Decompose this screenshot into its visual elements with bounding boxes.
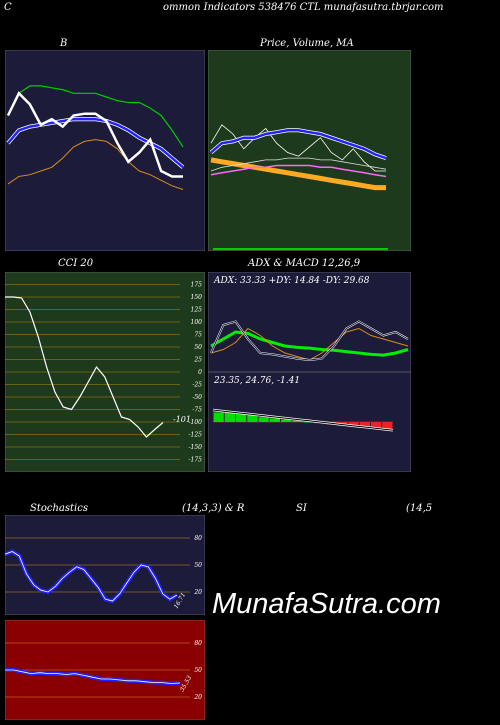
cci-tick-label: -100 bbox=[189, 419, 203, 426]
rsi-tick-label: 80 bbox=[194, 640, 202, 647]
bollinger-upper-band bbox=[7, 85, 184, 148]
macd-histogram-bar bbox=[269, 418, 280, 422]
macd-histogram-bar bbox=[371, 422, 382, 428]
rsi-title: SI bbox=[296, 503, 307, 514]
cci-tick-label: 100 bbox=[191, 319, 203, 326]
macd-histogram-bar bbox=[348, 422, 359, 427]
stochastics-title: Stochastics bbox=[30, 503, 88, 514]
cci-tick-label: 50 bbox=[194, 344, 202, 351]
rsi-params: (14,5 bbox=[406, 503, 433, 514]
cci-chart: 175 150 125 100 75 50 25 0 -25 -50 -75 -100 -125 -150… bbox=[5, 272, 205, 472]
bollinger-chart bbox=[5, 50, 205, 251]
stochastics-tick-label: 80 bbox=[194, 535, 202, 542]
cci-tick-label: 125 bbox=[191, 307, 203, 314]
cci-tick-label: -25 bbox=[192, 382, 202, 389]
cci-tick-label: 75 bbox=[194, 332, 202, 339]
macd-label: 23.35, 24.76, -1.41 bbox=[213, 376, 300, 386]
cci-line bbox=[5, 296, 164, 438]
adx-macd-title: ADX & MACD 12,26,9 bbox=[248, 258, 361, 269]
macd-histogram-bar bbox=[258, 417, 269, 422]
ma-orange bbox=[210, 157, 386, 191]
stochastics-tick-label: 20 bbox=[193, 589, 202, 596]
macd-histogram-bar bbox=[224, 412, 235, 422]
bollinger-middle-band bbox=[7, 117, 184, 169]
cci-tick-label: -175 bbox=[189, 457, 203, 464]
macd-signal-line bbox=[212, 409, 394, 431]
stochastics-line-highlight bbox=[5, 551, 178, 602]
stochastics-params: (14,3,3) & R bbox=[182, 503, 245, 514]
cci-tick-label: 150 bbox=[191, 294, 203, 301]
watermark: MunafaSutra.com bbox=[212, 588, 441, 620]
price-ma-title: Price, Volume, MA bbox=[260, 38, 354, 49]
cci-tick-label: -75 bbox=[192, 407, 202, 414]
cci-tick-label: 25 bbox=[193, 357, 202, 364]
macd-histogram-bar bbox=[213, 412, 224, 422]
rsi-line-highlight bbox=[5, 669, 181, 684]
macd-histogram-bar bbox=[303, 422, 314, 423]
cci-tick-label: -150 bbox=[189, 444, 203, 451]
bollinger-price-line bbox=[6, 91, 183, 178]
price-ma-chart bbox=[208, 50, 411, 251]
adx-label: ADX: 33.33 +DY: 14.84 -DY: 29.68 bbox=[213, 276, 370, 286]
ma-blue bbox=[210, 129, 387, 160]
cci-tick-label: 175 bbox=[191, 282, 203, 289]
rsi-tick-label: 50 bbox=[194, 667, 202, 674]
rsi-tick-label: 20 bbox=[193, 694, 202, 701]
price-line bbox=[210, 124, 386, 172]
cci-last-value: -101 bbox=[173, 415, 191, 424]
macd-histogram-bar bbox=[382, 422, 393, 430]
bollinger-lower-band bbox=[7, 139, 184, 190]
macd-histogram-bar bbox=[236, 413, 247, 422]
bollinger-title: B bbox=[60, 38, 68, 49]
ma-pink bbox=[210, 164, 387, 178]
cci-tick-label: -125 bbox=[189, 432, 203, 439]
cci-tick-label: -50 bbox=[192, 394, 202, 401]
ma-grey bbox=[210, 157, 387, 172]
minus-di-line bbox=[210, 320, 409, 361]
adx-chart: ADX: 33.33 +DY: 14.84 -DY: 29.68 bbox=[208, 272, 411, 372]
cci-title: CCI 20 bbox=[58, 258, 94, 269]
cci-tick-label: 0 bbox=[198, 369, 202, 376]
macd-chart: 23.35, 24.76, -1.41 bbox=[208, 372, 411, 472]
macd-histogram-bar bbox=[247, 414, 258, 422]
macd-histogram-bar bbox=[292, 420, 303, 422]
stochastics-tick-label: 50 bbox=[194, 562, 202, 569]
header-left-label: C bbox=[4, 2, 12, 13]
macd-histogram-bar bbox=[281, 419, 292, 422]
page-title: ommon Indicators 538476 CTL munafasutra.… bbox=[163, 2, 444, 13]
macd-histogram-bar bbox=[359, 422, 370, 428]
